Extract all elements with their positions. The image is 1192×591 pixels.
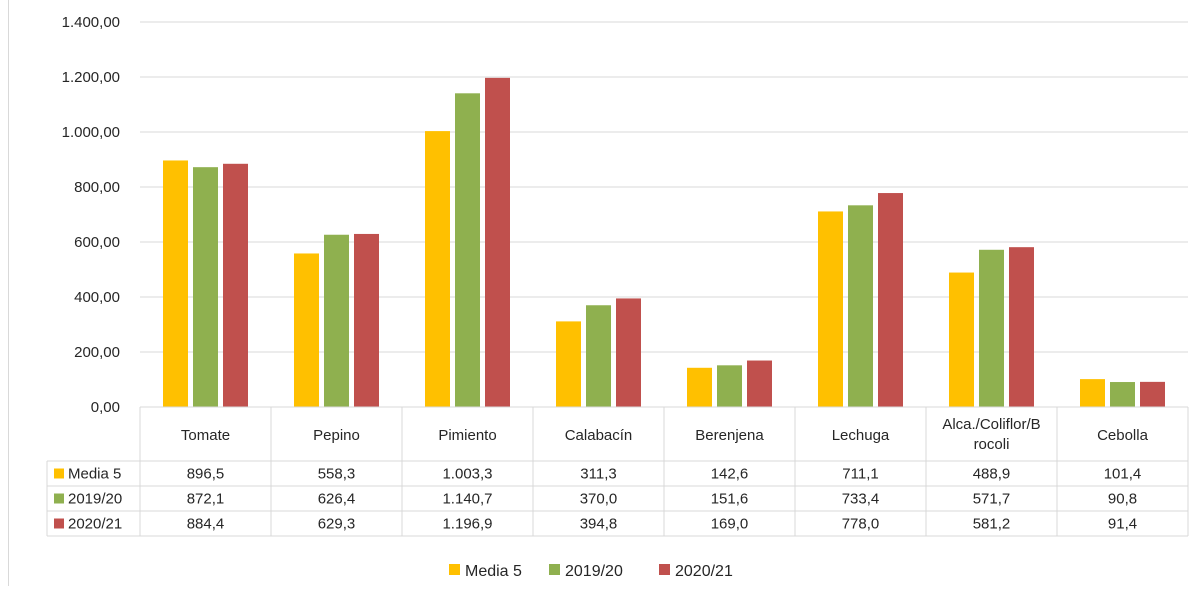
y-tick-label: 600,00 — [74, 234, 120, 251]
data-table-value: 884,4 — [187, 516, 225, 533]
category-label: Pepino — [313, 427, 360, 444]
legend-swatch — [659, 564, 670, 575]
legend-label: Media 5 — [465, 563, 522, 580]
bar — [979, 249, 1004, 407]
data-table-value: 1.003,3 — [442, 466, 492, 483]
y-tick-label: 400,00 — [74, 289, 120, 306]
data-table-value: 558,3 — [318, 466, 356, 483]
data-table-value: 778,0 — [842, 516, 880, 533]
data-table-value: 394,8 — [580, 516, 618, 533]
data-table-value: 1.196,9 — [442, 516, 492, 533]
data-table-value: 151,6 — [711, 491, 749, 508]
data-table-value: 311,3 — [580, 466, 616, 483]
data-table-value: 896,5 — [187, 466, 225, 483]
category-label: Lechuga — [832, 427, 890, 444]
data-table-value: 733,4 — [842, 491, 880, 508]
legend-key-swatch — [54, 493, 64, 504]
bar — [848, 205, 873, 407]
category-label: Alca./Coliflor/B — [942, 416, 1040, 433]
bar — [717, 365, 742, 407]
data-table-value: 142,6 — [711, 466, 749, 483]
series-row-label: 2019/20 — [68, 491, 122, 508]
legend-swatch — [549, 564, 560, 575]
bar — [354, 233, 379, 407]
bar — [747, 360, 772, 407]
category-label: Tomate — [181, 427, 230, 444]
data-table-value: 629,3 — [318, 516, 356, 533]
data-table-value: 101,4 — [1104, 466, 1142, 483]
bar — [949, 272, 974, 407]
data-table-value: 370,0 — [580, 491, 618, 508]
data-table-value: 488,9 — [973, 466, 1011, 483]
bar — [616, 298, 641, 407]
data-table-value: 91,4 — [1108, 516, 1137, 533]
data-table-value: 872,1 — [187, 491, 225, 508]
bar — [485, 77, 510, 407]
bar — [687, 367, 712, 407]
y-tick-label: 1.000,00 — [62, 124, 120, 141]
category-label: rocoli — [974, 436, 1010, 453]
y-tick-label: 1.200,00 — [62, 69, 120, 86]
bar — [193, 167, 218, 407]
data-table-value: 90,8 — [1108, 491, 1137, 508]
y-tick-label: 0,00 — [91, 399, 120, 416]
bar — [163, 160, 188, 407]
bar — [1110, 382, 1135, 407]
bar — [1140, 381, 1165, 407]
data-table-value: 581,2 — [973, 516, 1011, 533]
bar — [556, 321, 581, 407]
frame-rule — [8, 0, 9, 586]
series-row-label: Media 5 — [68, 466, 121, 483]
legend-key-swatch — [54, 468, 64, 479]
data-table-value: 626,4 — [318, 491, 356, 508]
bar — [294, 253, 319, 407]
legend-label: 2019/20 — [565, 563, 623, 580]
data-table-value: 711,1 — [842, 466, 878, 483]
category-label: Cebolla — [1097, 427, 1149, 444]
data-table-value: 1.140,7 — [442, 491, 492, 508]
y-tick-label: 800,00 — [74, 179, 120, 196]
legend-key-swatch — [54, 518, 64, 529]
y-tick-label: 1.400,00 — [62, 14, 120, 31]
category-label: Pimiento — [438, 427, 496, 444]
bar — [223, 163, 248, 407]
bar — [586, 305, 611, 407]
bar — [1080, 379, 1105, 407]
data-table-value: 169,0 — [711, 516, 749, 533]
bar — [324, 234, 349, 407]
y-tick-label: 200,00 — [74, 344, 120, 361]
bar — [425, 131, 450, 407]
bar — [818, 211, 843, 407]
series-row-label: 2020/21 — [68, 516, 122, 533]
bar — [878, 193, 903, 407]
legend-swatch — [449, 564, 460, 575]
category-label: Calabacín — [565, 427, 633, 444]
category-label: Berenjena — [695, 427, 764, 444]
bar — [455, 93, 480, 408]
legend-label: 2020/21 — [675, 563, 733, 580]
data-table-value: 571,7 — [973, 491, 1011, 508]
bar — [1009, 247, 1034, 407]
